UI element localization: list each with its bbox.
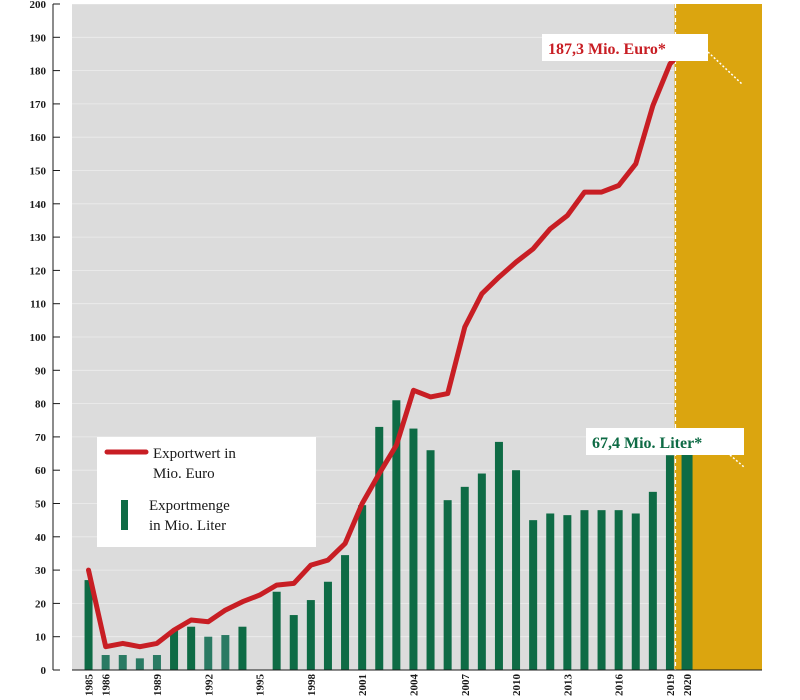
bar-1994	[238, 626, 247, 670]
bar-1996	[272, 591, 281, 670]
x-tick-label-2010: 2010	[511, 674, 523, 697]
x-tick-label-1985: 1985	[84, 674, 96, 697]
bar-2012	[546, 513, 555, 670]
bar-2014	[580, 510, 589, 670]
bar-1989	[152, 655, 161, 670]
bar-2015	[597, 510, 606, 670]
callout-euro-box	[542, 34, 708, 61]
bar-2017	[631, 513, 640, 670]
bar-2002	[375, 426, 384, 670]
y-tick-label: 150	[30, 166, 47, 178]
bar-1993	[221, 635, 230, 670]
callout-liter-box	[586, 428, 744, 455]
bar-1998	[306, 600, 315, 670]
x-tick-label-2013: 2013	[562, 674, 574, 697]
legend-bar-label-2: in Mio. Liter	[149, 518, 226, 534]
legend-line-label-1: Exportwert in	[153, 446, 236, 462]
bar-1999	[323, 581, 332, 670]
line-exportwert	[86, 43, 690, 650]
legend: Exportwert in Mio. Euro Exportmenge in M…	[97, 437, 316, 547]
y-tick-label: 120	[30, 265, 47, 277]
callout-euro-text: 187,3 Mio. Euro*	[548, 41, 666, 58]
x-tick-label-2016: 2016	[614, 674, 626, 697]
y-tick-label: 130	[30, 232, 47, 244]
y-tick-label: 90	[35, 365, 47, 377]
y-tick-label: 80	[35, 399, 47, 411]
bar-2000	[341, 555, 350, 670]
bar-2020	[681, 445, 693, 670]
bar-2006	[443, 500, 452, 670]
callout-liter-text: 67,4 Mio. Liter*	[592, 435, 702, 452]
y-tick-label: 160	[30, 132, 47, 144]
y-tick-label: 50	[35, 499, 47, 511]
y-tick-label: 190	[30, 32, 47, 44]
bar-1988	[135, 658, 144, 670]
legend-bar-label-1: Exportmenge	[149, 498, 230, 514]
legend-line-label-2: Mio. Euro	[153, 466, 215, 482]
bar-2003	[392, 400, 401, 670]
bar-2004	[409, 428, 418, 670]
y-tick-label: 10	[35, 632, 47, 644]
x-tick-label-1992: 1992	[203, 674, 215, 697]
bar-2011	[529, 520, 538, 670]
bar-1986	[101, 655, 110, 670]
y-axis: 0 10 20 30 40 50 60 70 80 90 100 110 120 130 140 150 160…	[30, 0, 60, 677]
y-tick-label: 110	[30, 299, 46, 311]
bar-2001	[358, 505, 367, 670]
bar-1991	[187, 626, 196, 670]
y-tick-label: 70	[35, 432, 47, 444]
bar-2008	[477, 473, 486, 670]
bar-1990	[170, 630, 179, 670]
bar-2005	[426, 450, 435, 670]
x-tick-label-2020: 2020	[682, 674, 694, 697]
x-tick-label-1986: 1986	[101, 674, 113, 697]
bar-1987	[118, 655, 127, 670]
bar-2018	[648, 491, 657, 670]
callout-liter: 67,4 Mio. Liter*	[586, 428, 745, 468]
bar-2013	[563, 515, 572, 670]
y-tick-label: 140	[30, 199, 47, 211]
y-tick-label: 40	[35, 532, 47, 544]
bar-1992	[204, 636, 213, 670]
y-tick-label: 30	[35, 565, 47, 577]
callout-liter-leader	[729, 454, 745, 468]
x-tick-label-1998: 1998	[306, 674, 318, 697]
bar-1997	[289, 615, 298, 670]
bar-1985	[84, 580, 93, 670]
x-tick-label-2019: 2019	[665, 674, 677, 697]
legend-bar-swatch	[121, 500, 128, 530]
x-tick-label-2001: 2001	[357, 674, 369, 696]
x-tick-label-1989: 1989	[152, 674, 164, 697]
bar-2010	[512, 470, 521, 670]
y-tick-label: 20	[35, 598, 47, 610]
y-tick-label: 170	[30, 99, 47, 111]
x-tick-label-1995: 1995	[255, 674, 267, 697]
bar-2009	[494, 441, 503, 670]
y-tick-label: 200	[30, 0, 47, 11]
y-tick-label: 0	[41, 665, 47, 677]
y-tick-label: 60	[35, 465, 47, 477]
x-tick-label-2004: 2004	[409, 674, 421, 697]
bar-2007	[460, 486, 469, 670]
bar-2016	[614, 510, 623, 670]
y-tick-label: 100	[30, 332, 47, 344]
callout-euro: 187,3 Mio. Euro*	[542, 34, 743, 85]
legend-box	[97, 437, 316, 547]
x-axis: 1985 1986 1989 1992 1995 1998 2001 2004 2007 2010…	[72, 669, 762, 697]
x-tick-label-2007: 2007	[460, 674, 472, 697]
bar-2019	[665, 455, 674, 670]
y-tick-label: 180	[30, 66, 47, 78]
bar-series	[84, 400, 693, 670]
